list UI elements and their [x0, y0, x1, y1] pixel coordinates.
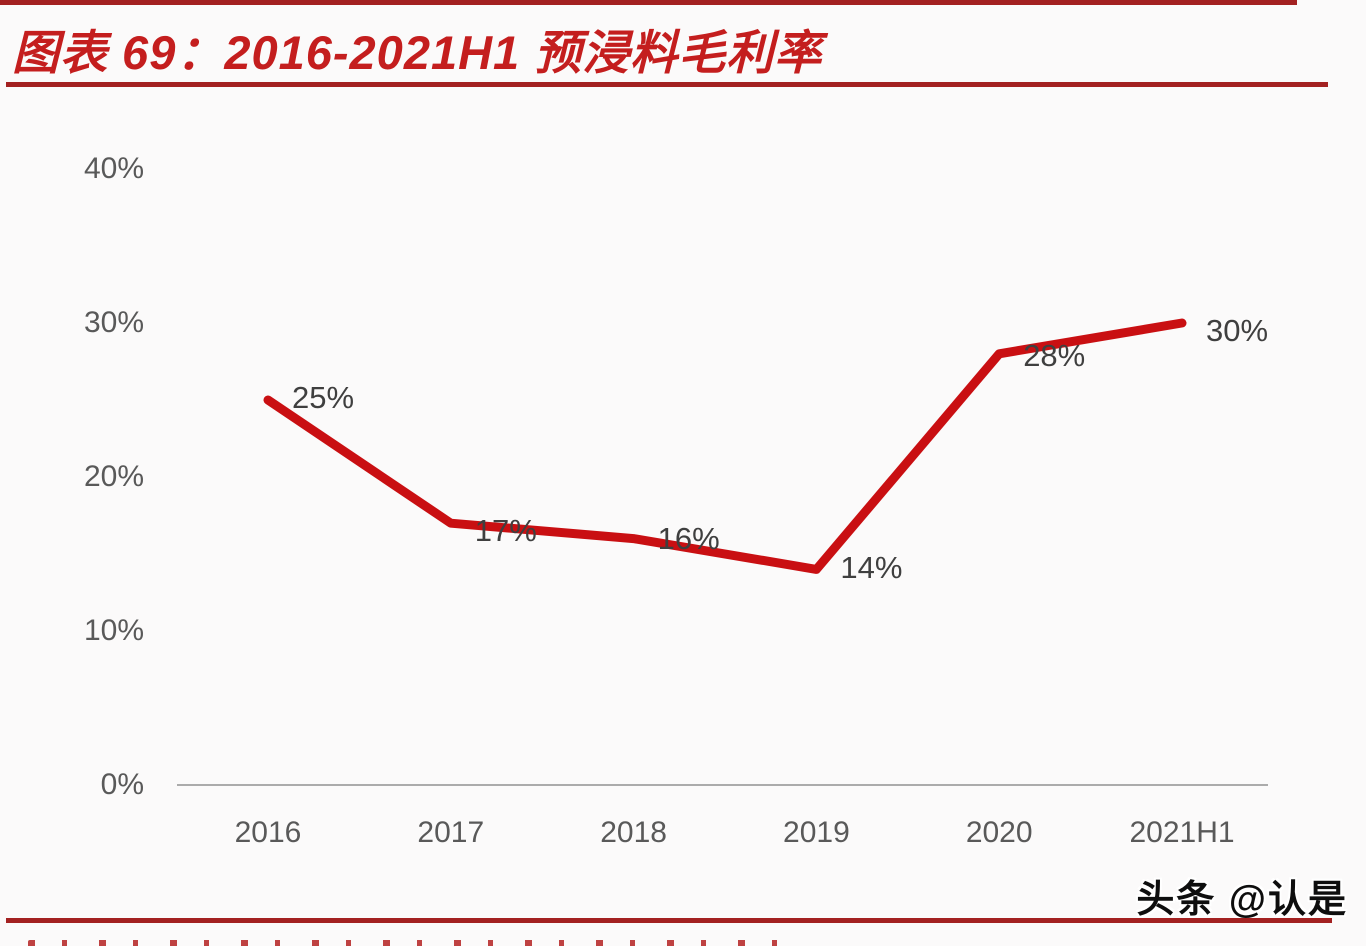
x-axis-tick-label: 2019	[783, 816, 850, 849]
y-axis-tick-label: 20%	[83, 460, 144, 493]
data-point-label: 30%	[1206, 313, 1269, 348]
x-axis-tick-label: 2016	[234, 816, 302, 849]
y-axis-tick-label: 30%	[83, 306, 144, 339]
data-point-label: 14%	[840, 550, 903, 586]
x-axis-tick-label: 2021H1	[1129, 816, 1235, 849]
y-axis-tick-label: 0%	[100, 768, 144, 801]
bottom-border-rule	[6, 918, 1332, 923]
data-point-label: 28%	[1023, 337, 1086, 373]
y-axis-tick-label: 10%	[83, 614, 144, 647]
title-underline-rule	[6, 82, 1328, 87]
x-axis-tick-label: 2018	[600, 816, 667, 849]
x-axis-tick-label: 2020	[965, 816, 1033, 849]
cutoff-next-figure-title	[28, 940, 800, 946]
data-point-label: 17%	[474, 513, 537, 549]
y-axis-tick-label: 40%	[83, 152, 144, 185]
top-border-rule	[0, 0, 1297, 5]
x-axis-tick-label: 2017	[417, 816, 485, 849]
series-line	[263, 318, 1187, 574]
figure-title: 图表 69：2016-2021H1 预浸料毛利率	[12, 26, 823, 79]
data-point-label: 25%	[292, 380, 355, 415]
watermark: 头条 @认是	[1136, 879, 1348, 921]
data-point-label: 16%	[657, 520, 720, 556]
